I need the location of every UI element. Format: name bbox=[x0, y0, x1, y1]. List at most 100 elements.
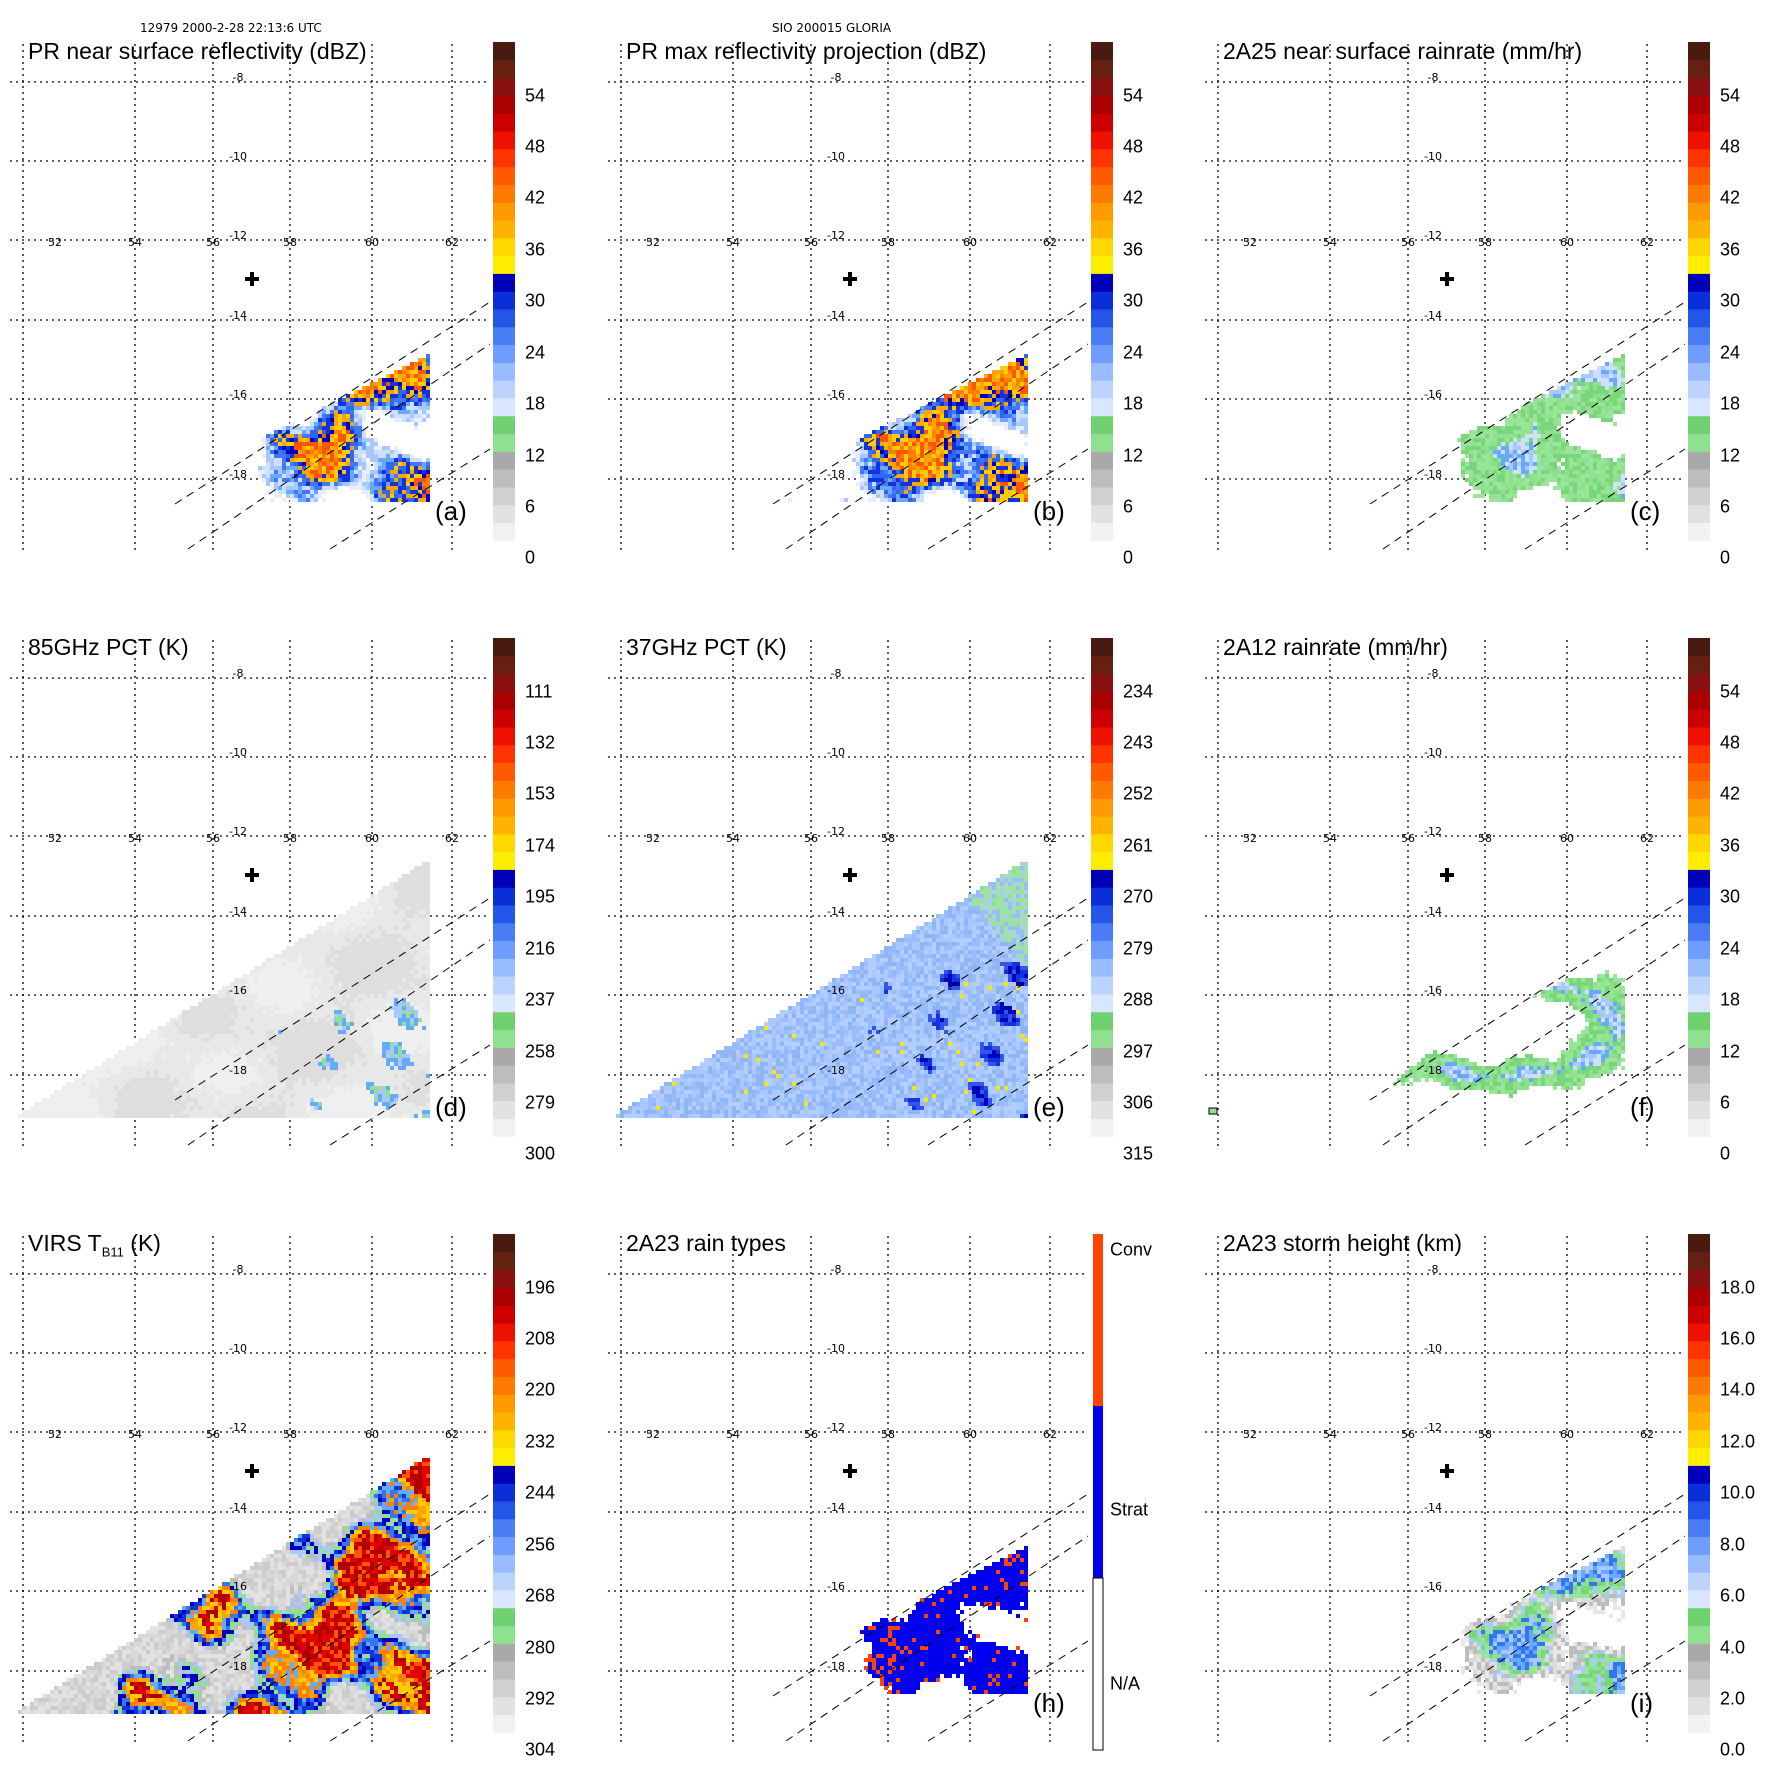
lat-label: -10 bbox=[229, 150, 247, 163]
data-field bbox=[860, 1546, 1028, 1694]
colorbar-tick-label: 306 bbox=[1123, 1092, 1154, 1113]
colorbar-tick-label: 0 bbox=[1720, 547, 1731, 568]
colorbar-tick-label: 18 bbox=[1720, 393, 1741, 414]
colorbar-tick-label: 234 bbox=[1123, 681, 1154, 702]
data-field bbox=[616, 862, 1028, 1118]
lat-label: -16 bbox=[1424, 388, 1442, 401]
colorbar-tick-label: 6 bbox=[525, 496, 536, 517]
lon-label: 56 bbox=[206, 832, 220, 845]
colorbar-tick-label: 256 bbox=[525, 1534, 556, 1555]
lat-label: -18 bbox=[1424, 1064, 1442, 1077]
storm-center-marker bbox=[848, 868, 852, 882]
lat-label: -10 bbox=[229, 746, 247, 759]
lon-label: 54 bbox=[726, 1428, 740, 1441]
lon-label: 52 bbox=[646, 832, 660, 845]
colorbar bbox=[493, 638, 515, 1155]
colorbar-tick-label: 12 bbox=[1123, 445, 1144, 466]
swath-edge bbox=[187, 939, 490, 1146]
colorbar-tick-label: 42 bbox=[525, 187, 546, 208]
colorbar-tick-label: 279 bbox=[525, 1092, 556, 1113]
lon-label: 58 bbox=[1478, 832, 1492, 845]
panel-title-text: VIRS T bbox=[28, 1230, 102, 1256]
colorbar-tick-label: 268 bbox=[525, 1585, 556, 1606]
swath-edge bbox=[1382, 939, 1685, 1146]
swath-edge bbox=[1382, 343, 1685, 550]
lon-label: 56 bbox=[1401, 1428, 1415, 1441]
lon-label: 56 bbox=[1401, 832, 1415, 845]
colorbar-tick-label: 261 bbox=[1123, 835, 1154, 856]
lat-label: -16 bbox=[827, 1580, 845, 1593]
lon-label: 60 bbox=[1560, 1428, 1574, 1441]
map-plot: 52 54 56 58 60 62 -8 -10 -12 -14 -16 -18 bbox=[1205, 44, 1685, 554]
map-plot: 52 54 56 58 60 62 -8 -10 -12 -14 -16 -18 bbox=[10, 44, 490, 554]
lat-label: -14 bbox=[1424, 905, 1442, 918]
lon-label: 62 bbox=[1640, 236, 1654, 249]
storm-center-marker bbox=[250, 272, 254, 286]
lat-label: -12 bbox=[827, 825, 845, 838]
lat-label: -18 bbox=[229, 1660, 247, 1673]
colorbar-tick-label: 30 bbox=[1123, 290, 1144, 311]
panel-title: PR near surface reflectivity (dBZ) bbox=[28, 38, 367, 65]
data-field bbox=[788, 354, 1028, 502]
lat-label: -18 bbox=[229, 1064, 247, 1077]
lon-label: 58 bbox=[881, 832, 895, 845]
swath-edge bbox=[772, 301, 1088, 505]
storm-center-marker bbox=[848, 272, 852, 286]
colorbar-tick-label: 18 bbox=[525, 393, 546, 414]
panel-title: 85GHz PCT (K) bbox=[28, 634, 189, 661]
lat-label: -16 bbox=[229, 388, 247, 401]
lon-label: 52 bbox=[48, 1428, 62, 1441]
lat-label: -14 bbox=[1424, 1501, 1442, 1514]
colorbar-tick-label: 48 bbox=[1720, 136, 1741, 157]
lat-label: -8 bbox=[1428, 71, 1439, 84]
swath-edge bbox=[187, 343, 490, 550]
lon-label: 58 bbox=[881, 236, 895, 249]
lat-label: -8 bbox=[1428, 1263, 1439, 1276]
lon-label: 60 bbox=[1560, 236, 1574, 249]
colorbar-tick-label: 54 bbox=[1123, 85, 1144, 106]
map-plot: 52 54 56 58 60 62 -8 -10 -12 -14 -16 -18 bbox=[608, 1236, 1088, 1746]
panel-label: (c) bbox=[1630, 496, 1661, 526]
lat-label: -10 bbox=[1424, 1342, 1442, 1355]
colorbar-tick-label: 18.0 bbox=[1720, 1277, 1756, 1298]
colorbar-tick-label: 0 bbox=[1720, 1143, 1731, 1164]
colorbar-tick-label: 288 bbox=[1123, 989, 1154, 1010]
lon-label: 62 bbox=[1640, 1428, 1654, 1441]
colorbar-tick-label: 0 bbox=[1123, 547, 1134, 568]
lon-label: 52 bbox=[1243, 832, 1257, 845]
map-plot: 52 54 56 58 60 62 -8 -10 -12 -14 -16 -18 bbox=[1205, 640, 1685, 1150]
data-field bbox=[18, 1458, 430, 1714]
lat-label: -14 bbox=[827, 1501, 845, 1514]
swath-edge bbox=[329, 1044, 490, 1146]
lon-label: 60 bbox=[365, 1428, 379, 1441]
colorbar bbox=[1688, 42, 1710, 559]
panel-title-text: PR near surface reflectivity (dBZ) bbox=[28, 38, 367, 64]
data-field bbox=[1208, 970, 1625, 1115]
lat-label: -10 bbox=[827, 1342, 845, 1355]
lon-label: 58 bbox=[283, 236, 297, 249]
lon-label: 62 bbox=[445, 1428, 459, 1441]
lat-label: -18 bbox=[229, 468, 247, 481]
lat-label: -16 bbox=[827, 984, 845, 997]
swath-edge bbox=[329, 448, 490, 550]
lat-label: -12 bbox=[1424, 1421, 1442, 1434]
panel-title: 2A25 near surface rainrate (mm/hr) bbox=[1223, 38, 1582, 65]
colorbar-tick-label: 36 bbox=[525, 239, 546, 260]
lat-label: -12 bbox=[1424, 825, 1442, 838]
colorbar-tick-label: 279 bbox=[1123, 938, 1154, 959]
lon-label: 60 bbox=[963, 832, 977, 845]
data-field bbox=[258, 354, 430, 502]
map-plot: 52 54 56 58 60 62 -8 -10 -12 -14 -16 -18 bbox=[608, 640, 1088, 1150]
colorbar-tick-label: 12.0 bbox=[1720, 1431, 1756, 1452]
lon-label: 56 bbox=[804, 1428, 818, 1441]
lon-label: 54 bbox=[128, 832, 142, 845]
lat-label: -16 bbox=[827, 388, 845, 401]
lat-label: -14 bbox=[229, 1501, 247, 1514]
lat-label: -10 bbox=[827, 150, 845, 163]
colorbar-tick-label: 54 bbox=[1720, 85, 1741, 106]
colorbar-tick-label: 6 bbox=[1123, 496, 1134, 517]
lon-label: 56 bbox=[206, 236, 220, 249]
lat-label: -10 bbox=[827, 746, 845, 759]
colorbar-tick-label: 36 bbox=[1123, 239, 1144, 260]
lon-label: 62 bbox=[445, 236, 459, 249]
